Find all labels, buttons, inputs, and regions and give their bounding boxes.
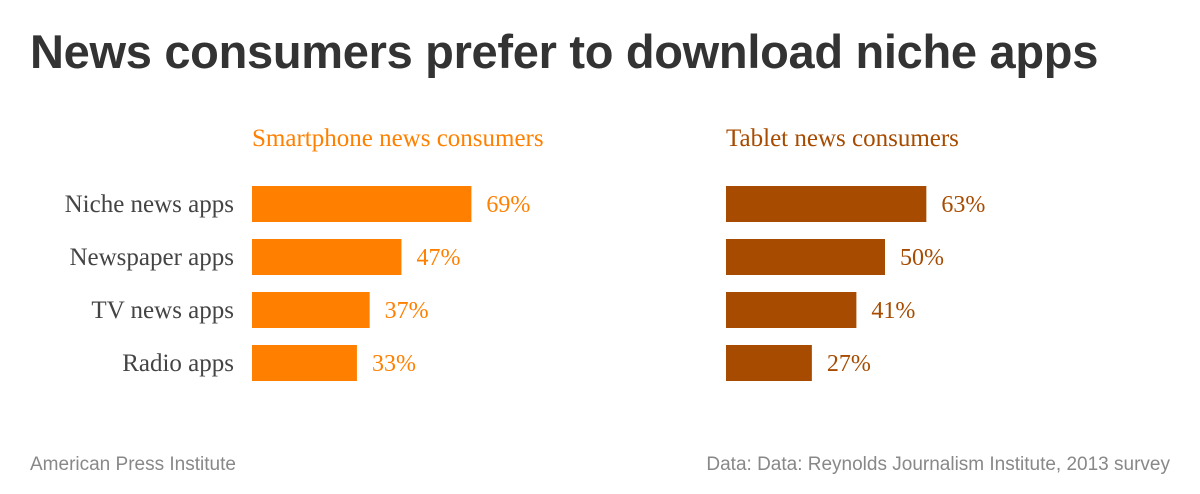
bar-tablet-news-consumers-niche-news-apps (726, 186, 927, 222)
value-label-smartphone-news-consumers-tv-news-apps: 37% (385, 298, 429, 324)
bar-tablet-news-consumers-newspaper-apps (726, 239, 885, 275)
value-label-tablet-news-consumers-tv-news-apps: 41% (871, 298, 915, 324)
series-tablet-news-consumers: Tablet news consumers 63% 50% 41% 27% (726, 125, 985, 381)
value-label-smartphone-news-consumers-radio-apps: 33% (372, 351, 416, 377)
footer-source-left: American Press Institute (30, 454, 236, 475)
category-label-newspaper-apps: Newspaper apps (69, 244, 234, 271)
category-label-radio-apps: Radio apps (122, 350, 234, 377)
bar-smartphone-news-consumers-tv-news-apps (252, 292, 370, 328)
value-label-tablet-news-consumers-radio-apps: 27% (827, 351, 871, 377)
footer-source-right: Data: Data: Reynolds Journalism Institut… (706, 454, 1170, 475)
bar-smartphone-news-consumers-newspaper-apps (252, 239, 402, 275)
panel-title-tablet-news-consumers: Tablet news consumers (726, 125, 959, 152)
series-smartphone-news-consumers: Smartphone news consumers 69% 47% 37% 33% (252, 125, 544, 381)
value-label-tablet-news-consumers-niche-news-apps: 63% (941, 192, 985, 218)
bar-tablet-news-consumers-radio-apps (726, 345, 812, 381)
bar-tablet-news-consumers-tv-news-apps (726, 292, 857, 328)
value-label-tablet-news-consumers-newspaper-apps: 50% (900, 245, 944, 271)
category-label-niche-news-apps: Niche news apps (65, 191, 234, 218)
value-label-smartphone-news-consumers-newspaper-apps: 47% (416, 245, 460, 271)
bar-smartphone-news-consumers-radio-apps (252, 345, 357, 381)
value-label-smartphone-news-consumers-niche-news-apps: 69% (486, 192, 530, 218)
bar-smartphone-news-consumers-niche-news-apps (252, 186, 472, 222)
panel-title-smartphone-news-consumers: Smartphone news consumers (252, 125, 544, 152)
category-label-tv-news-apps: TV news apps (91, 297, 234, 324)
chart-title: News consumers prefer to download niche … (30, 25, 1099, 78)
